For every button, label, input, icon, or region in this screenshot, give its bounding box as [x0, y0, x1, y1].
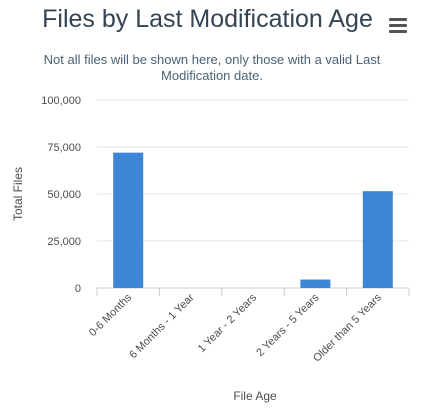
x-axis-title: File Age [233, 389, 277, 403]
y-tick-label: 50,000 [47, 189, 81, 201]
x-tick-label: 6 Months - 1 Year [127, 291, 197, 361]
x-tick-label: 1 Year - 2 Years [196, 291, 260, 355]
bar [300, 279, 331, 288]
bar [362, 191, 393, 288]
y-tick-label: 0 [75, 283, 81, 295]
bar [113, 152, 144, 288]
chart-title: Files by Last Modification Age [42, 5, 373, 33]
x-tick-label: Older than 5 Years [311, 291, 384, 364]
hamburger-menu-icon[interactable] [384, 14, 412, 38]
chart-subtitle: Not all files will be shown here, only t… [43, 52, 381, 83]
x-tick-label: 0-6 Months [87, 291, 135, 339]
x-tick-label: 2 Years - 5 Years [254, 291, 322, 359]
y-tick-label: 75,000 [47, 142, 81, 154]
y-tick-label: 25,000 [47, 236, 81, 248]
y-axis-title: Total Files [11, 167, 25, 221]
y-tick-label: 100,000 [41, 95, 81, 107]
